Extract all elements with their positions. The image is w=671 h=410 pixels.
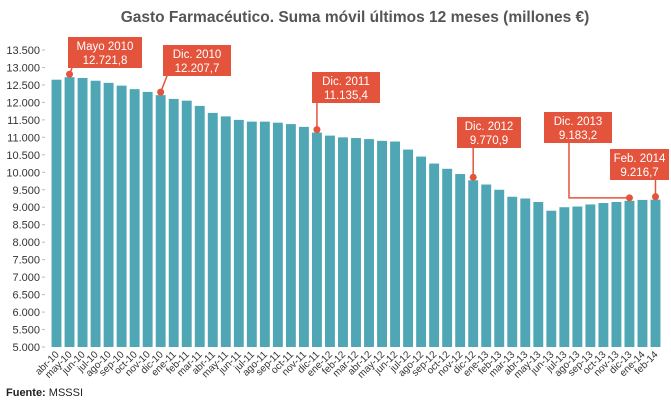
bar	[624, 200, 635, 347]
bar	[442, 168, 453, 347]
bar	[142, 91, 153, 347]
bar	[585, 204, 596, 347]
annotation-value: 12.207,7	[175, 63, 220, 75]
y-tick-label: 7.000	[12, 272, 40, 284]
bar	[364, 139, 374, 347]
annotation-box	[163, 45, 231, 76]
annotation-value: 12.721,8	[83, 55, 128, 67]
annotation-value: 9.770,9	[470, 135, 508, 147]
bar	[390, 141, 401, 347]
y-tick-label: 9.000	[12, 202, 40, 214]
bar	[637, 199, 648, 347]
bar	[598, 203, 609, 347]
y-tick-label: 9.500	[12, 185, 40, 197]
y-tick-label: 12.500	[6, 80, 40, 92]
y-tick-label: 5.500	[12, 325, 40, 337]
y-tick-label: 6.500	[12, 290, 40, 302]
y-tick-label: 11.500	[7, 115, 40, 127]
bar	[351, 138, 361, 347]
bar	[298, 126, 309, 347]
y-tick-label: 13.500	[6, 45, 40, 57]
bar	[377, 140, 387, 347]
y-tick-label: 11.000	[7, 132, 40, 144]
bar	[494, 189, 505, 347]
bar	[403, 149, 414, 347]
bar	[168, 98, 179, 347]
bar	[468, 180, 479, 347]
annotation-dot	[313, 126, 321, 134]
annotation-dot	[157, 88, 165, 96]
source-text: MSSSI	[49, 387, 83, 399]
bar	[455, 174, 466, 347]
annotation-dot	[651, 193, 659, 201]
bar	[246, 121, 257, 347]
annotation-box	[457, 117, 521, 148]
bar	[429, 163, 440, 347]
source: Fuente: MSSSI	[6, 387, 83, 399]
bar	[129, 89, 140, 347]
y-tick-label: 6.000	[12, 307, 40, 319]
annotation-label: Dic. 2011	[322, 76, 370, 88]
bar	[233, 119, 244, 347]
connector	[568, 143, 630, 199]
bar	[338, 137, 348, 347]
annotation-value: 9.216,7	[620, 167, 658, 179]
bar	[194, 105, 205, 347]
y-tick-label: 8.000	[12, 237, 40, 249]
bar	[611, 201, 622, 347]
bar	[220, 116, 231, 347]
bar	[116, 85, 127, 347]
bar	[259, 121, 270, 347]
bar	[325, 135, 335, 347]
annotation-label: Feb. 2014	[614, 153, 666, 165]
y-tick-label: 5.000	[12, 342, 40, 354]
annotation-box	[312, 72, 380, 103]
annotation-label: Dic. 2012	[465, 121, 514, 133]
bar	[546, 210, 557, 347]
bar	[572, 206, 583, 347]
annotation-value: 9.183,2	[559, 130, 597, 142]
bar	[155, 95, 166, 347]
annotation-label: Dic. 2013	[554, 116, 603, 128]
bar	[285, 124, 296, 348]
annotation-box	[68, 37, 142, 68]
bar	[90, 80, 101, 348]
annotation-dot	[625, 194, 633, 202]
annotation-value: 11.135,4	[324, 90, 369, 102]
bar	[64, 77, 75, 347]
annotation-dot	[66, 70, 74, 78]
bar	[507, 196, 518, 347]
bar	[520, 198, 531, 347]
bar	[103, 82, 114, 348]
y-tick-label: 10.000	[6, 167, 40, 179]
bar	[181, 100, 192, 347]
chart-title: Gasto Farmacéutico. Suma móvil últimos 1…	[121, 9, 590, 26]
bar	[533, 201, 544, 347]
annotation-label: Mayo 2010	[77, 41, 134, 53]
annotation-box	[610, 149, 669, 180]
y-tick-label: 13.000	[6, 62, 40, 74]
bar	[416, 156, 427, 347]
bar	[650, 199, 661, 347]
y-tick-label: 7.500	[12, 255, 40, 267]
bar	[559, 207, 570, 347]
source-label: Fuente:	[6, 387, 46, 399]
bar	[77, 77, 88, 347]
annotation-dot	[469, 173, 477, 181]
bar	[311, 132, 322, 347]
annotation-label: Dic. 2010	[173, 49, 222, 61]
y-tick-label: 8.500	[12, 220, 40, 232]
annotation-box	[544, 112, 612, 143]
bar	[51, 79, 62, 347]
y-tick-label: 10.500	[6, 150, 40, 162]
bar	[272, 122, 283, 348]
bar	[207, 112, 218, 347]
bar	[481, 184, 492, 347]
y-tick-label: 12.000	[6, 97, 40, 109]
